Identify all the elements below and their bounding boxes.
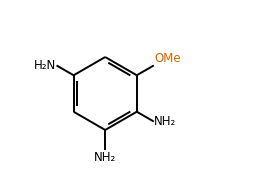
Text: H₂N: H₂N: [34, 59, 56, 72]
Text: NH₂: NH₂: [94, 151, 116, 164]
Text: OMe: OMe: [154, 52, 181, 65]
Text: NH₂: NH₂: [154, 115, 176, 128]
